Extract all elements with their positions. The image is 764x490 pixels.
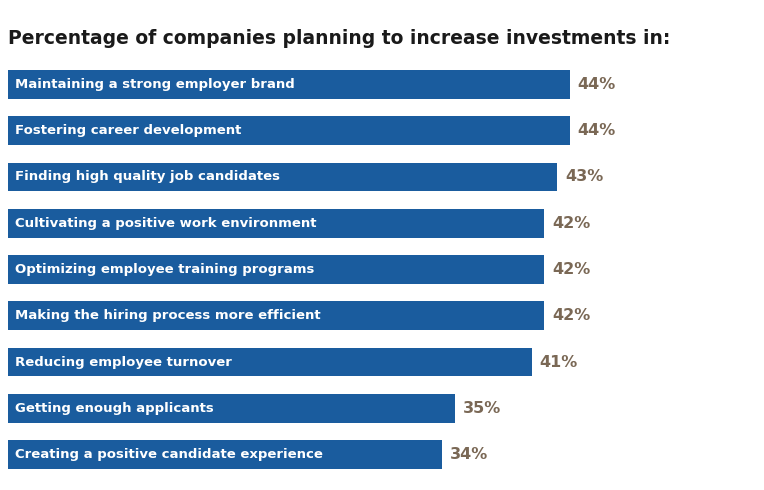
Text: Maintaining a strong employer brand: Maintaining a strong employer brand [15, 78, 295, 91]
Bar [8, 70, 570, 98]
Text: 43%: 43% [565, 170, 604, 184]
Bar [8, 163, 557, 191]
Text: Getting enough applicants: Getting enough applicants [15, 402, 214, 415]
Text: Cultivating a positive work environment: Cultivating a positive work environment [15, 217, 317, 230]
Text: Finding high quality job candidates: Finding high quality job candidates [15, 171, 280, 183]
Bar [8, 116, 570, 145]
Text: Reducing employee turnover: Reducing employee turnover [15, 356, 232, 368]
Text: Making the hiring process more efficient: Making the hiring process more efficient [15, 309, 321, 322]
Text: 34%: 34% [450, 447, 488, 462]
Bar [8, 394, 455, 423]
Text: 35%: 35% [463, 401, 501, 416]
Text: 42%: 42% [552, 308, 591, 323]
Text: 41%: 41% [539, 355, 578, 369]
Bar [8, 348, 532, 376]
Text: 44%: 44% [578, 123, 616, 138]
Bar [8, 441, 442, 469]
Bar [8, 209, 545, 238]
Text: Optimizing employee training programs: Optimizing employee training programs [15, 263, 315, 276]
Text: 42%: 42% [552, 262, 591, 277]
Text: Creating a positive candidate experience: Creating a positive candidate experience [15, 448, 323, 461]
Bar [8, 301, 545, 330]
Text: 44%: 44% [578, 77, 616, 92]
Text: 42%: 42% [552, 216, 591, 231]
Text: Fostering career development: Fostering career development [15, 124, 241, 137]
Bar [8, 255, 545, 284]
Text: Percentage of companies planning to increase investments in:: Percentage of companies planning to incr… [8, 29, 670, 49]
